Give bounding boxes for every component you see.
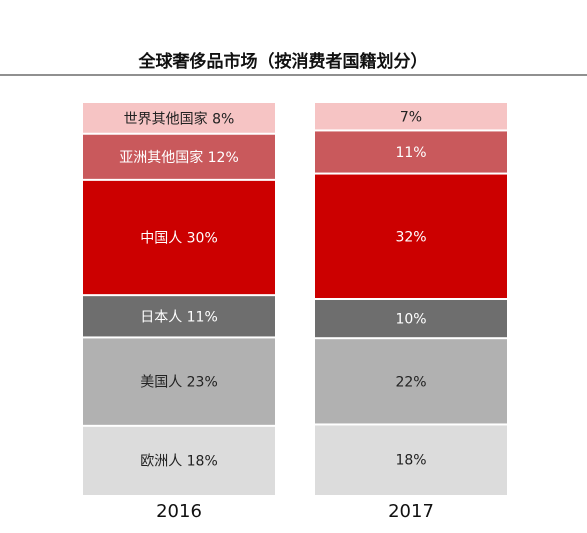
segment-label-2016-5: 世界其他国家 8%	[124, 110, 235, 127]
bar-segment-2016-5	[83, 103, 275, 133]
year-labels-group: 2016 2017	[156, 501, 434, 522]
bar-segment-2017-3	[315, 174, 507, 298]
chart-title: 全球奢侈品市场（按消费者国籍划分）	[138, 51, 428, 72]
bar-segment-2017-2	[315, 300, 507, 338]
segment-label-2016-3: 中国人 30%	[140, 231, 218, 247]
bar-segment-2016-0	[83, 426, 275, 495]
segment-label-2016-4: 亚洲其他国家 12%	[119, 149, 239, 166]
segment-label-2016-1: 美国人 23%	[140, 375, 218, 391]
category-label-2017: 2017	[388, 501, 434, 522]
segment-label-2016-0: 欧洲人 18%	[140, 453, 218, 469]
bar-segment-2016-1	[83, 338, 275, 425]
bar-segment-2017-1	[315, 339, 507, 424]
bar-segment-2016-4	[83, 134, 275, 179]
bar-segment-2017-4	[315, 131, 507, 173]
segment-label-2017-4: 11%	[395, 145, 426, 161]
segment-label-2017-1: 22%	[395, 374, 426, 390]
segment-label-2017-2: 10%	[395, 312, 426, 328]
bars-group: 欧洲人 18% 美国人 23% 日本人 11% 中国人 30% 亚洲其他国家 12% 世界…	[83, 103, 507, 495]
category-label-2016: 2016	[156, 501, 202, 522]
bar-segment-2016-2	[83, 296, 275, 337]
bar-segment-2016-3	[83, 180, 275, 295]
segment-label-2017-3: 32%	[395, 229, 426, 245]
segment-label-2017-5: 7%	[400, 110, 422, 126]
bar-segment-2017-0	[315, 425, 507, 495]
bar-segment-2017-5	[315, 103, 507, 130]
segment-label-2016-2: 日本人 11%	[140, 309, 218, 325]
segment-label-2017-0: 18%	[395, 453, 426, 469]
